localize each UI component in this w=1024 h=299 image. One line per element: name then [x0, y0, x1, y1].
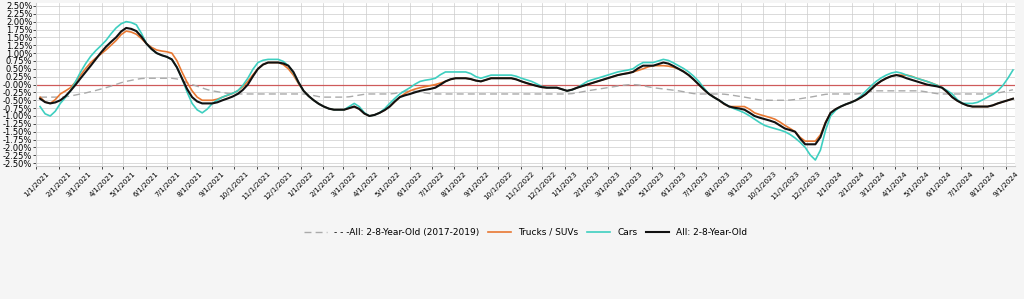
Line: Cars: Cars: [40, 22, 1013, 160]
Line: All: 2-8-Year-Old: All: 2-8-Year-Old: [40, 28, 1013, 144]
Legend: - - -All: 2-8-Year-Old (2017-2019), Trucks / SUVs, Cars, All: 2-8-Year-Old: - - -All: 2-8-Year-Old (2017-2019), Truc…: [301, 224, 751, 240]
Line: Trucks / SUVs: Trucks / SUVs: [40, 31, 1013, 141]
Line: - - -All: 2-8-Year-Old (2017-2019): - - -All: 2-8-Year-Old (2017-2019): [40, 78, 1013, 100]
